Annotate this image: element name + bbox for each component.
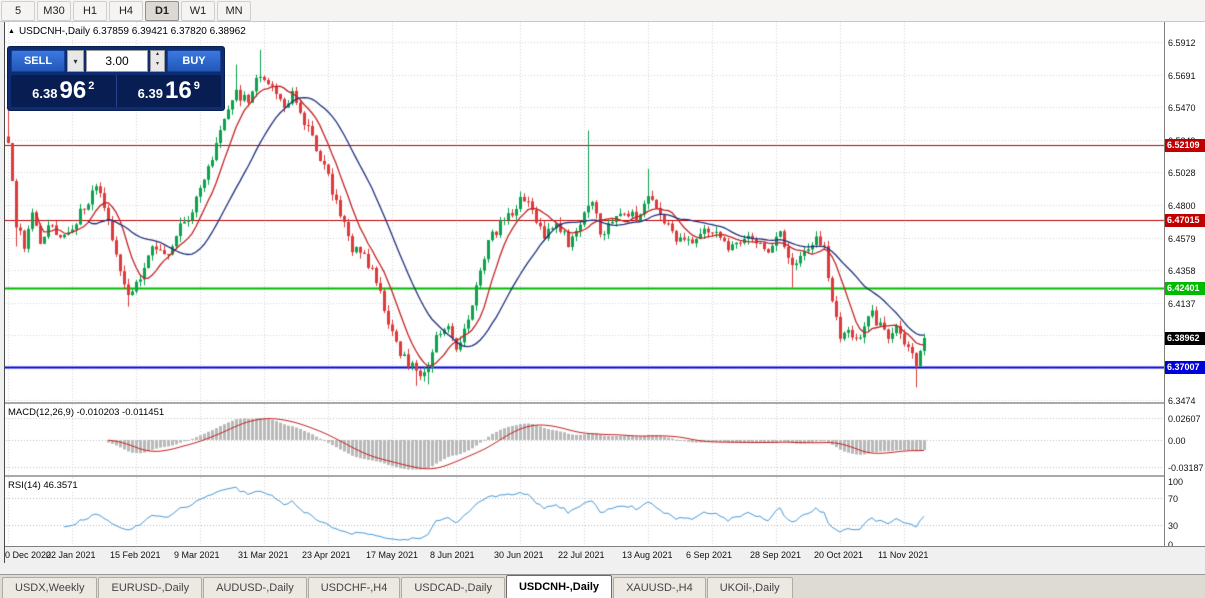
panel-divider[interactable] xyxy=(0,402,1205,404)
macd-panel: MACD(12,26,9) -0.010203 -0.011451 xyxy=(0,404,1164,475)
timeframe-button-h4[interactable]: H4 xyxy=(109,0,143,21)
rsi-panel: RSI(14) 46.3571 xyxy=(0,477,1164,546)
chart-title: ▲ USDCNH-,Daily 6.37859 6.39421 6.37820 … xyxy=(8,26,246,37)
volume-decrease-button[interactable]: ▾ xyxy=(155,61,159,67)
price-axis-column[interactable]: 6.59126.56916.54706.52496.50286.48006.45… xyxy=(1164,22,1205,563)
chart-tab-audusd-daily[interactable]: AUDUSD-,Daily xyxy=(203,577,307,598)
volume-increase-button[interactable]: ▴ xyxy=(155,51,159,57)
price-axis-label: 6.3474 xyxy=(1168,395,1196,406)
status-strip xyxy=(0,563,1205,574)
timeframe-button-5[interactable]: 5 xyxy=(1,0,35,21)
one-click-trading-panel: SELL ▾ ▴ ▾ BUY 6.38 96 2 6.39 16 9 xyxy=(7,46,225,111)
rsi-axis-label: 70 xyxy=(1168,493,1179,504)
ask-point: 9 xyxy=(193,80,200,92)
date-label: 28 Sep 2021 xyxy=(750,550,802,560)
macd-label: MACD(12,26,9) -0.010203 -0.011451 xyxy=(8,407,169,418)
chart-marker-icon: ▲ xyxy=(8,28,15,35)
sell-button[interactable]: SELL xyxy=(11,50,65,72)
date-label: 8 Jun 2021 xyxy=(430,550,475,560)
macd-axis-label: 0.00 xyxy=(1168,435,1186,446)
volume-spinner: ▴ ▾ xyxy=(150,50,165,72)
date-label: 11 Nov 2021 xyxy=(878,550,929,560)
timeframe-button-w1[interactable]: W1 xyxy=(181,0,215,21)
price-level-tag: 6.42401 xyxy=(1165,281,1205,295)
chart-tabbar: USDX,Weekly EURUSD-,Daily AUDUSD-,Daily USD… xyxy=(0,574,1205,598)
timeframe-button-mn[interactable]: MN xyxy=(217,0,251,21)
price-axis-label: 6.4358 xyxy=(1168,266,1196,277)
rsi-label: RSI(14) 46.3571 xyxy=(8,480,82,491)
bid-point: 2 xyxy=(88,80,95,92)
price-axis-label: 6.4579 xyxy=(1168,233,1196,244)
chart-tab-ukoil-daily[interactable]: UKOil-,Daily xyxy=(706,577,793,598)
price-level-tag: 6.47015 xyxy=(1165,213,1205,227)
ask-pips: 16 xyxy=(164,77,192,104)
rsi-axis-label: 0 xyxy=(1168,540,1174,550)
rsi-axis-label: 100 xyxy=(1168,477,1184,487)
chart-tab-usdcad-daily[interactable]: USDCAD-,Daily xyxy=(401,577,505,598)
price-axis-label: 6.5912 xyxy=(1168,38,1196,49)
price-axis-label: 6.5470 xyxy=(1168,103,1196,114)
timeframe-button-d1[interactable]: D1 xyxy=(145,0,179,21)
date-label: 15 Feb 2021 xyxy=(110,550,161,560)
date-label: 31 Mar 2021 xyxy=(238,550,289,560)
date-label: 30 Dec 2020 xyxy=(0,550,52,560)
panel-divider[interactable] xyxy=(0,475,1205,477)
bid-pips: 96 xyxy=(59,77,87,104)
ask-main: 6.39 xyxy=(137,86,163,101)
timeframe-toolbar: 5 M30 H1 H4 D1 W1 MN xyxy=(0,0,1205,22)
bid-main: 6.38 xyxy=(32,86,58,101)
price-axis-label: 6.5028 xyxy=(1168,167,1196,178)
rsi-axis-label: 30 xyxy=(1168,521,1179,532)
date-label: 9 Mar 2021 xyxy=(174,550,220,560)
date-label: 20 Oct 2021 xyxy=(814,550,864,560)
chart-left-border xyxy=(4,22,5,563)
volume-dropdown-button[interactable]: ▾ xyxy=(67,50,84,72)
chart-tab-eurusd-daily[interactable]: EURUSD-,Daily xyxy=(98,577,203,598)
chart-title-text: USDCNH-,Daily 6.37859 6.39421 6.37820 6.… xyxy=(18,26,246,37)
price-chart-panel: ▲ USDCNH-,Daily 6.37859 6.39421 6.37820 … xyxy=(0,22,1164,402)
date-label: 30 Jun 2021 xyxy=(494,550,544,560)
chart-tab-usdchf-h4[interactable]: USDCHF-,H4 xyxy=(307,577,401,598)
current-price-tag: 6.38962 xyxy=(1165,332,1205,345)
date-label: 13 Aug 2021 xyxy=(622,550,673,560)
bid-ask-display: 6.38 96 2 6.39 16 9 xyxy=(11,75,221,107)
chart-tab-usdx-weekly[interactable]: USDX,Weekly xyxy=(2,577,98,598)
rsi-canvas[interactable] xyxy=(0,477,1164,546)
volume-input[interactable] xyxy=(86,50,148,72)
bid-price[interactable]: 6.38 96 2 xyxy=(11,75,116,107)
macd-canvas[interactable] xyxy=(0,404,1164,475)
date-label: 23 Apr 2021 xyxy=(302,550,351,560)
macd-axis-label: -0.03187 xyxy=(1168,463,1204,474)
price-level-tag: 6.37007 xyxy=(1165,360,1205,374)
ask-price[interactable]: 6.39 16 9 xyxy=(115,75,222,107)
price-axis-label: 6.5691 xyxy=(1168,70,1196,81)
price-axis-label: 6.4137 xyxy=(1168,298,1196,309)
date-axis[interactable]: 30 Dec 2020 22 Jan 2021 15 Feb 2021 9 Mar 2… xyxy=(0,546,1205,563)
price-axis-label: 6.4800 xyxy=(1168,201,1196,212)
timeframe-button-m30[interactable]: M30 xyxy=(37,0,71,21)
price-level-tag: 6.52109 xyxy=(1165,139,1205,153)
date-label: 22 Jul 2021 xyxy=(558,550,605,560)
timeframe-button-h1[interactable]: H1 xyxy=(73,0,107,21)
macd-axis-label: 0.02607 xyxy=(1168,413,1201,424)
date-label: 17 May 2021 xyxy=(366,550,419,560)
chart-tab-usdcnh-daily[interactable]: USDCNH-,Daily xyxy=(505,575,613,598)
chart-tab-xauusd-h4[interactable]: XAUUSD-,H4 xyxy=(613,577,706,598)
left-gutter xyxy=(0,22,4,563)
date-label: 22 Jan 2021 xyxy=(46,550,96,560)
date-label: 6 Sep 2021 xyxy=(686,550,733,560)
buy-button[interactable]: BUY xyxy=(167,50,221,72)
